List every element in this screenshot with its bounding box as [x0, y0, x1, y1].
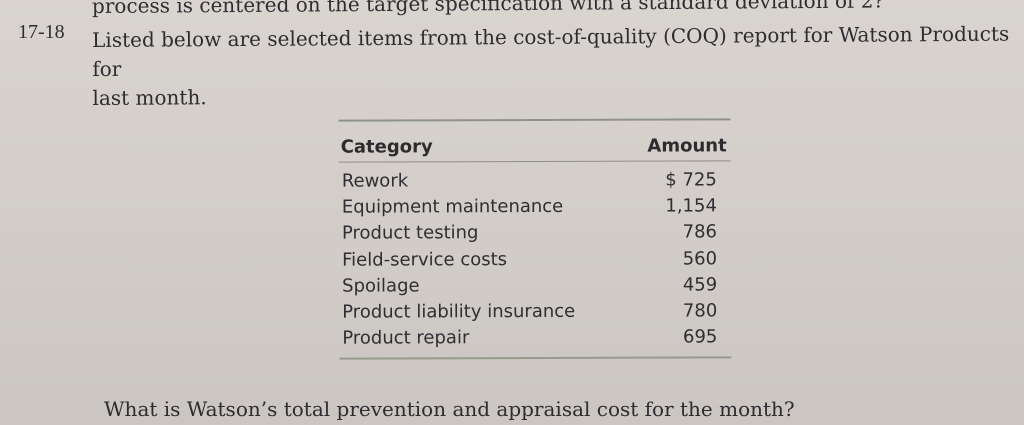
category-cell: Rework — [341, 170, 409, 192]
problem-statement-line-2: last month. — [92, 85, 207, 110]
amount-cell: 1,154 — [665, 195, 717, 217]
table-body: Rework $ 725 Equipment maintenance 1,154… — [339, 167, 732, 352]
previous-problem-tail: process is centered on the target specif… — [91, 0, 885, 18]
category-cell: Product liability insurance — [342, 300, 576, 323]
table-top-rule — [338, 118, 731, 122]
amount-cell: $ 725 — [665, 169, 717, 191]
coq-table: Category Amount Rework $ 725 Equipment m… — [338, 118, 732, 360]
category-cell: Equipment maintenance — [341, 196, 564, 218]
problem-number: 17-18 — [18, 21, 65, 43]
table-row: Product liability insurance 780 — [339, 298, 731, 326]
problem-statement-line-1: Listed below are selected items from the… — [92, 21, 1010, 81]
table-row: Rework $ 725 — [339, 167, 731, 195]
amount-cell: 786 — [682, 221, 718, 243]
category-cell: Product repair — [342, 327, 470, 349]
table-header-row: Category Amount — [339, 132, 731, 157]
amount-column-header: Amount — [647, 135, 727, 157]
category-column-header: Category — [340, 136, 433, 158]
category-cell: Spoilage — [342, 275, 420, 297]
table-row: Product testing 786 — [339, 220, 731, 248]
table-row: Product repair 695 — [339, 324, 731, 352]
table-bottom-rule — [339, 356, 732, 360]
table-header-rule — [338, 160, 731, 163]
amount-cell: 459 — [682, 274, 718, 296]
amount-cell: 560 — [682, 247, 718, 270]
table-row: Field-service costs 560 — [339, 246, 731, 274]
problem-statement: Listed below are selected items from the… — [92, 20, 1013, 113]
table-row: Equipment maintenance 1,154 — [339, 194, 731, 222]
amount-cell: 695 — [682, 326, 718, 348]
category-cell: Product testing — [341, 222, 479, 245]
question-text: What is Watson’s total prevention and ap… — [104, 397, 795, 421]
category-cell: Field-service costs — [342, 248, 508, 271]
amount-cell: 780 — [682, 300, 718, 322]
table-row: Spoilage 459 — [339, 272, 731, 300]
